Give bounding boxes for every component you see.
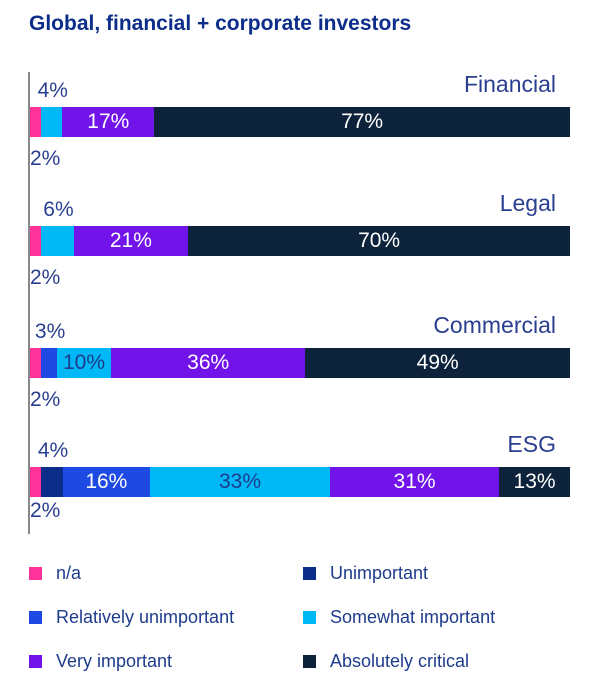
legend-item: Somewhat important [303, 607, 495, 628]
data-label: 21% [109, 229, 152, 252]
legend-swatch [29, 567, 42, 580]
bar-segment [40, 226, 74, 256]
data-label: 49% [416, 351, 459, 374]
legend-swatch [29, 655, 42, 668]
legend-item: Very important [29, 651, 172, 672]
category-label: Financial [463, 71, 556, 97]
bar-segment [30, 348, 41, 378]
data-label: 2% [30, 388, 61, 411]
data-label: 2% [30, 147, 61, 170]
category-label: Legal [499, 190, 556, 216]
data-label: 33% [218, 470, 262, 493]
data-label: 16% [85, 470, 128, 493]
bar-segment [150, 467, 330, 497]
bar-segment [154, 107, 571, 137]
data-label: 77% [341, 110, 384, 133]
legend-swatch [29, 611, 42, 624]
legend-label: Somewhat important [330, 607, 496, 627]
bar-segment [62, 467, 151, 497]
data-label: 36% [187, 351, 230, 374]
legend-item: Absolutely critical [303, 651, 469, 672]
data-label: 10% [62, 351, 106, 374]
data-label: 4% [37, 439, 69, 462]
legend-item: n/a [29, 563, 81, 584]
bar-segment [30, 226, 41, 256]
data-label: 3% [34, 320, 66, 343]
legend-label: n/a [56, 563, 82, 583]
legend-label: Unimportant [330, 563, 429, 583]
bar-segment [40, 467, 63, 497]
data-label: 2% [30, 266, 61, 289]
legend-item: Relatively unimportant [29, 607, 234, 628]
data-label: 70% [358, 229, 401, 252]
legend-label: Absolutely critical [330, 651, 470, 671]
legend-label: Relatively unimportant [56, 607, 235, 627]
bar-segment [30, 107, 41, 137]
data-label: 6% [43, 198, 74, 221]
bar-segment [499, 467, 571, 497]
bar-segment [73, 226, 189, 256]
category-label: ESG [507, 431, 556, 457]
bar-segment [40, 107, 63, 137]
legend-label: Very important [56, 651, 173, 671]
bar-segment [57, 348, 111, 378]
data-label: 31% [393, 470, 436, 493]
bar-segment [188, 226, 571, 256]
bar-segment [305, 348, 571, 378]
data-label: 13% [513, 470, 556, 493]
bar-segment [40, 348, 58, 378]
bar-segment [330, 467, 500, 497]
legend-item: Unimportant [303, 563, 428, 584]
legend-swatch [303, 611, 316, 624]
data-label: 4% [37, 79, 68, 102]
legend-swatch [303, 567, 316, 580]
bar-segment [62, 107, 155, 137]
category-label: Commercial [433, 312, 556, 338]
data-label: 2% [30, 499, 61, 522]
legend-swatch [303, 655, 316, 668]
chart-title: Global, financial + corporate investors [29, 12, 412, 35]
bar-segment [30, 467, 41, 497]
data-label: 17% [87, 110, 130, 133]
bar-segment [111, 348, 306, 378]
axis-line [28, 72, 30, 534]
